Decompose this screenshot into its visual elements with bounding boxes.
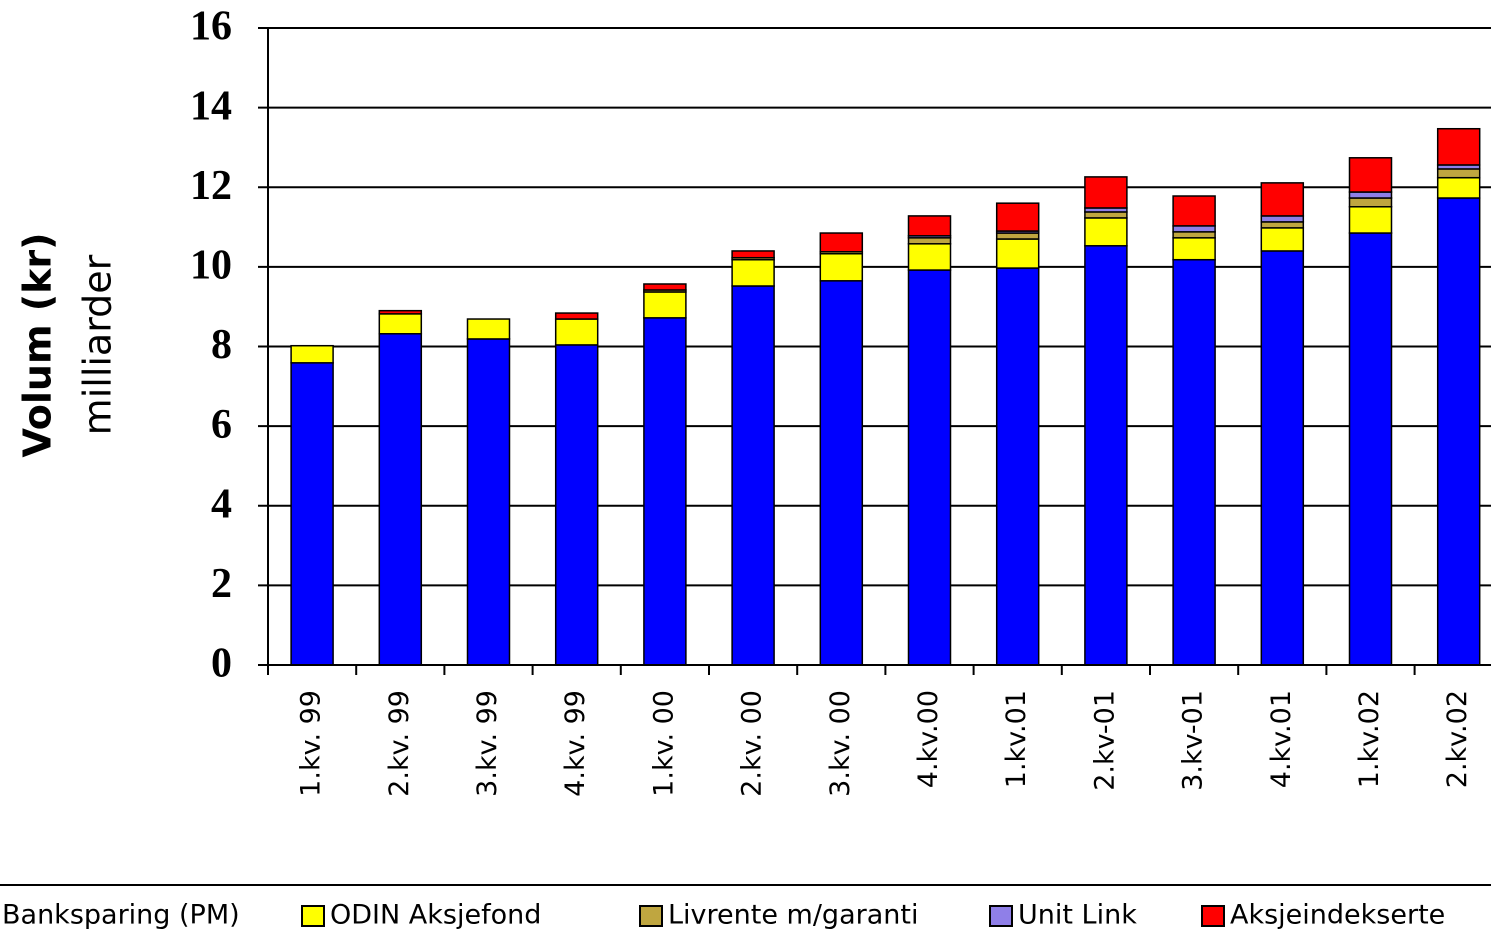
bar-segment <box>1436 168 1481 179</box>
bar-segment <box>1172 258 1216 666</box>
bar-segment <box>1260 227 1305 252</box>
bar-segment <box>1436 197 1481 666</box>
bar-segment <box>1084 211 1128 219</box>
legend-label: Livrente m/garanti <box>668 900 918 931</box>
bar-segment <box>1260 250 1305 666</box>
y-tick-label: 10 <box>190 243 232 289</box>
x-tick-label: 2.kv.02 <box>1442 690 1473 788</box>
bar-segment <box>378 333 423 666</box>
y-axis-unit: milliarder <box>76 254 120 435</box>
x-tick-label: 1.kv. 99 <box>296 690 327 797</box>
x-tick-label: 4.kv.01 <box>1266 690 1297 788</box>
bar-segment <box>995 238 1040 269</box>
bar-segment <box>1084 176 1128 209</box>
bar-segment <box>1436 176 1481 199</box>
bar-segment <box>1348 157 1393 193</box>
y-tick-label: 14 <box>190 83 232 129</box>
y-tick-label: 16 <box>190 4 232 50</box>
x-tick-label: 2.kv. 99 <box>384 690 415 797</box>
x-tick-label: 1.kv. 00 <box>648 690 679 797</box>
bar-segment <box>1172 225 1216 233</box>
bar-segment <box>643 283 687 291</box>
bar-segment <box>1172 231 1216 239</box>
bar-segment <box>819 280 864 666</box>
bar-segment <box>819 252 864 282</box>
bar-segment <box>1260 215 1305 223</box>
bar-segment <box>731 258 775 287</box>
bar-segment <box>1348 206 1393 234</box>
bar-segment <box>907 215 952 237</box>
bar-segment <box>290 362 334 666</box>
y-tick-label: 8 <box>211 322 232 368</box>
legend-label: Unit Link <box>1018 900 1137 931</box>
bar-segment <box>554 312 599 320</box>
bar-segment <box>1348 191 1393 199</box>
bar-segment <box>1172 195 1216 227</box>
bar-segment <box>731 250 775 259</box>
bar-segment <box>1260 182 1305 217</box>
bar-segment <box>907 269 952 666</box>
x-tick-label: 4.kv. 99 <box>560 690 591 797</box>
legend-label: Aksjeindekserte <box>1230 900 1445 931</box>
bar-segment <box>907 237 952 245</box>
bar-segment <box>466 338 511 666</box>
x-tick-label: 3.kv. 99 <box>472 690 503 797</box>
bar-segment <box>554 344 599 666</box>
bar-segment <box>1084 217 1128 247</box>
bar-segment <box>554 318 599 346</box>
bar-segment <box>643 317 687 666</box>
bar-segment <box>378 309 423 315</box>
bar-segment <box>995 232 1040 240</box>
bar-segment <box>731 285 775 666</box>
bar-segment <box>995 202 1040 232</box>
bar-segment <box>643 291 687 319</box>
x-tick-label: 2.kv. 00 <box>737 690 768 797</box>
bar-segment <box>1348 197 1393 208</box>
x-tick-label: 1.kv.02 <box>1354 690 1385 788</box>
legend-marker <box>301 905 325 927</box>
y-tick-label: 4 <box>211 481 232 527</box>
y-tick-label: 2 <box>211 561 232 607</box>
x-tick-label: 3.kv-01 <box>1178 690 1209 791</box>
y-axis-label: Volum (kr) <box>16 232 60 457</box>
bar-segment <box>819 232 864 253</box>
bar-segment <box>1260 221 1305 229</box>
bar-segment <box>466 318 511 340</box>
bar-segment <box>1084 245 1128 666</box>
x-tick-label: 1.kv.01 <box>1001 690 1032 788</box>
y-tick-label: 0 <box>211 641 232 687</box>
bar-segment <box>290 344 334 364</box>
x-tick-label: 3.kv. 00 <box>825 690 856 797</box>
x-tick-label: 2.kv-01 <box>1089 690 1120 791</box>
bar-segment <box>1436 127 1481 166</box>
x-tick-label: 4.kv.00 <box>913 690 944 788</box>
y-tick-label: 12 <box>190 163 232 209</box>
legend-marker <box>989 905 1013 927</box>
bar-segment <box>907 243 952 271</box>
legend-label: ODIN Aksjefond <box>330 900 541 931</box>
legend-marker <box>1201 905 1225 927</box>
legend-label: Banksparing (PM) <box>2 900 240 931</box>
legend-marker <box>639 905 663 927</box>
y-tick-label: 6 <box>211 402 232 448</box>
bar-segment <box>1348 232 1393 666</box>
bar-segment <box>995 267 1040 666</box>
bar-segment <box>378 313 423 335</box>
bar-segment <box>1172 237 1216 261</box>
